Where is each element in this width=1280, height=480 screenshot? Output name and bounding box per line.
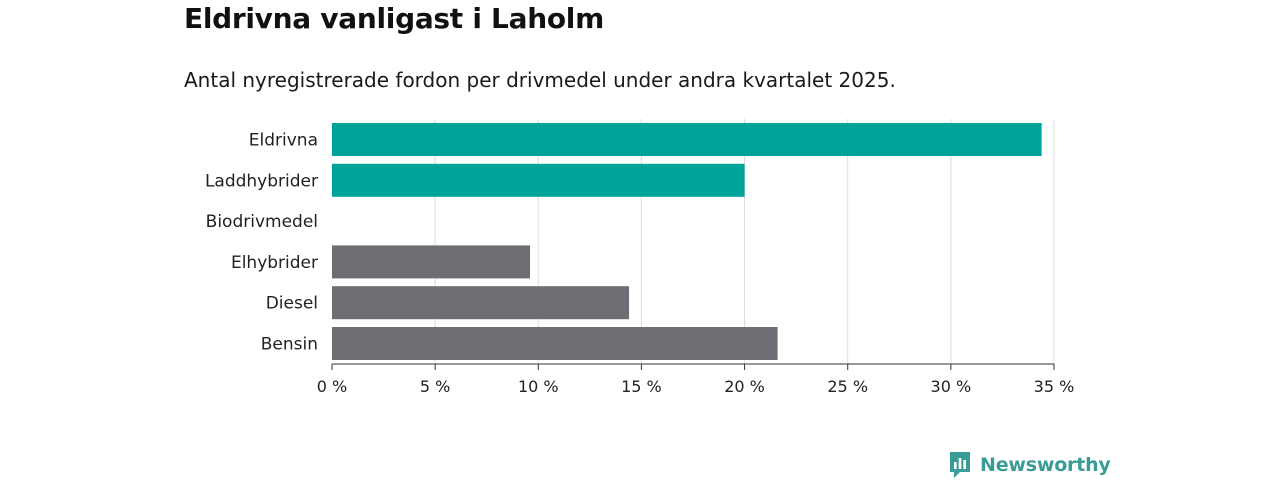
brand-name: Newsworthy (980, 454, 1111, 476)
x-tick-label: 20 % (724, 377, 765, 396)
category-label: Elhybrider (231, 253, 318, 273)
x-tick-label: 10 % (518, 377, 559, 396)
newsworthy-logo-icon (950, 452, 970, 478)
category-labels: Eldrivna Laddhybrider Biodrivmedel Elhybrid… (205, 131, 318, 355)
x-tick-label: 35 % (1034, 377, 1075, 396)
bar (332, 327, 778, 360)
category-label: Biodrivmedel (206, 212, 318, 232)
category-label: Diesel (266, 294, 318, 314)
bar (332, 286, 630, 320)
chart-title: Eldrivna vanligast i Laholm (184, 2, 604, 35)
x-tick-label: 15 % (621, 377, 662, 396)
grid-lines (434, 119, 1055, 364)
bars (332, 123, 1042, 360)
x-axis: 0 % 5 % 10 % 15 % 20 % 25 % 30 % 35 % (317, 363, 1075, 396)
newsworthy-brand[interactable]: Newsworthy (948, 450, 1111, 480)
x-tick-label: 30 % (931, 377, 972, 396)
chart-subtitle: Antal nyregistrerade fordon per drivmede… (184, 68, 896, 92)
category-label: Laddhybrider (205, 171, 318, 191)
bar (332, 163, 745, 197)
bar (332, 245, 531, 279)
x-tick-label: 25 % (827, 377, 868, 396)
x-tick-label: 5 % (420, 377, 450, 396)
bar (332, 123, 1042, 156)
category-label: Bensin (261, 335, 318, 355)
x-tick-label: 0 % (317, 377, 347, 396)
category-label: Eldrivna (249, 131, 318, 151)
